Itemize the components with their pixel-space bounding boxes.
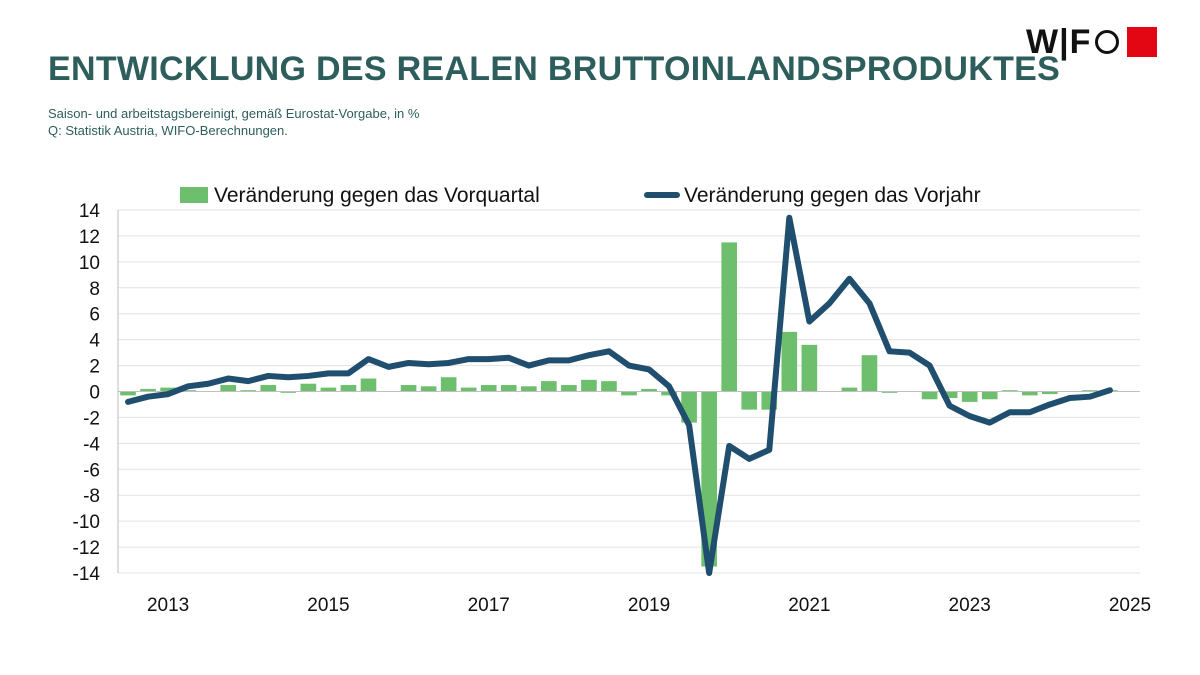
y-tick-label: -4 <box>83 434 100 455</box>
bar <box>420 386 437 392</box>
y-tick-label: -14 <box>73 564 101 585</box>
bar <box>581 379 597 392</box>
bar <box>721 242 738 392</box>
subtitle-source: Q: Statistik Austria, WIFO-Berechnungen. <box>48 123 288 138</box>
bar <box>641 388 657 392</box>
wifo-logo: W|F <box>1026 23 1158 61</box>
bar <box>961 391 978 402</box>
legend-label-line: Veränderung gegen das Vorjahr <box>684 184 981 207</box>
bar <box>460 387 477 392</box>
y-tick-label: 6 <box>89 305 100 326</box>
page-title: ENTWICKLUNG DES REALEN BRUTTOINLANDSPROD… <box>48 50 1061 88</box>
y-tick-label: -6 <box>83 460 100 481</box>
y-tick-label: -12 <box>73 538 100 559</box>
subtitle-method: Saison- und arbeitstagsbereinigt, gemäß … <box>48 106 420 121</box>
bar-series <box>120 242 1118 567</box>
bar <box>260 385 277 392</box>
x-tick-label: 2017 <box>468 595 510 616</box>
bar <box>861 355 878 392</box>
bar <box>240 390 257 392</box>
bar <box>1021 391 1038 396</box>
bar <box>541 381 557 392</box>
bar <box>921 391 938 400</box>
bar <box>941 391 958 398</box>
bar <box>1042 391 1058 395</box>
bar <box>601 381 617 392</box>
bar <box>741 391 758 410</box>
bar <box>440 377 457 392</box>
y-tick-label: 4 <box>89 331 100 352</box>
y-tick-label: 14 <box>79 201 101 222</box>
x-tick-label: 2021 <box>788 595 830 616</box>
bar <box>120 391 136 396</box>
y-tick-label: 0 <box>89 383 100 404</box>
y-tick-label: 12 <box>79 227 100 248</box>
bar <box>841 387 858 392</box>
bar <box>340 385 357 392</box>
bar <box>220 385 237 392</box>
y-tick-label: 8 <box>89 279 100 300</box>
bar <box>781 331 798 392</box>
line-series <box>125 214 1113 576</box>
bar <box>280 391 297 393</box>
bar <box>180 390 196 392</box>
legend: Veränderung gegen das Vorquartal Verände… <box>180 184 981 207</box>
legend-swatch-bar <box>180 187 208 203</box>
y-tick-label: 2 <box>89 357 100 378</box>
y-tick-label: -8 <box>83 486 100 507</box>
bar <box>320 387 337 392</box>
bar <box>981 391 998 400</box>
bar <box>661 391 677 396</box>
bar <box>1082 390 1098 392</box>
legend-label-bar: Veränderung gegen das Vorquartal <box>214 184 540 207</box>
bar <box>400 385 417 392</box>
logo-circle-icon <box>1095 30 1120 54</box>
x-tick-label: 2019 <box>628 595 670 616</box>
bar <box>881 391 898 393</box>
logo-square-icon <box>1127 27 1158 57</box>
bar <box>300 383 317 392</box>
x-tick-label: 2015 <box>307 595 349 616</box>
y-tick-label: -2 <box>83 408 100 429</box>
bar <box>801 344 818 392</box>
yoy-line <box>125 214 1113 576</box>
bar <box>1001 390 1018 392</box>
bar <box>561 385 577 392</box>
x-axis-ticks: 2013 2015 2017 2019 2021 2023 2025 <box>147 595 1151 616</box>
axes <box>117 210 1140 573</box>
x-tick-label: 2013 <box>147 595 189 616</box>
logo-text: W|F <box>1026 23 1092 61</box>
bar <box>500 385 517 392</box>
bar <box>621 391 637 396</box>
y-axis-ticks: 14 12 10 8 6 4 2 0 -2 -4 -6 -8 -10 -12 -14 <box>73 201 101 585</box>
x-tick-label: 2025 <box>1109 595 1151 616</box>
bar <box>520 386 537 392</box>
bar <box>160 387 176 392</box>
y-tick-label: 10 <box>79 253 100 274</box>
x-tick-label: 2023 <box>949 595 991 616</box>
bar <box>140 388 156 392</box>
y-tick-label: -10 <box>73 512 100 533</box>
bar <box>480 385 497 392</box>
bar <box>360 378 377 392</box>
